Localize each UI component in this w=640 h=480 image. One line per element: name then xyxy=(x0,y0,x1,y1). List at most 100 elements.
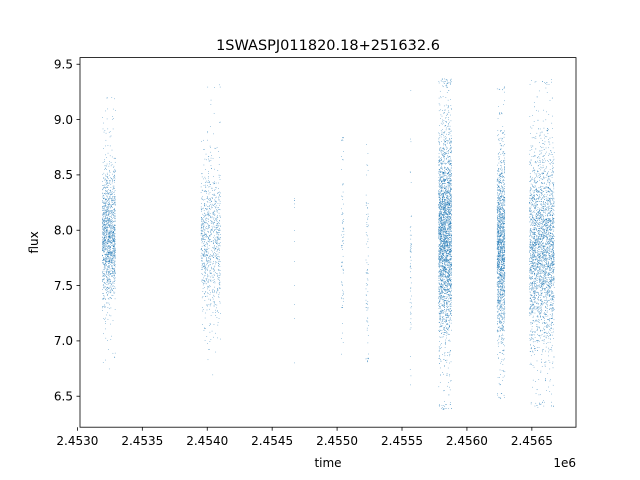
data-point xyxy=(210,261,212,263)
data-point xyxy=(451,140,452,142)
data-point xyxy=(112,275,114,276)
data-point xyxy=(204,255,205,257)
data-point xyxy=(448,311,450,312)
data-point xyxy=(208,281,209,283)
data-point xyxy=(450,271,452,273)
data-point xyxy=(105,220,107,222)
data-point xyxy=(447,195,449,197)
data-point xyxy=(448,168,449,170)
data-point xyxy=(207,230,209,232)
data-point xyxy=(209,349,210,350)
data-point xyxy=(208,199,209,200)
data-point xyxy=(439,286,441,287)
data-point xyxy=(439,329,441,331)
data-point xyxy=(342,183,344,185)
data-point xyxy=(111,260,113,261)
data-point xyxy=(110,254,111,256)
data-point xyxy=(109,211,110,212)
data-point xyxy=(203,217,205,218)
data-point xyxy=(219,270,221,271)
data-point xyxy=(450,266,451,268)
data-point xyxy=(342,220,343,222)
data-point xyxy=(111,288,112,289)
data-point xyxy=(208,237,209,239)
data-point xyxy=(103,195,105,197)
data-point xyxy=(207,242,208,244)
data-point xyxy=(105,244,106,245)
data-point xyxy=(106,212,107,213)
data-point xyxy=(341,298,343,300)
data-point xyxy=(443,238,445,240)
data-point xyxy=(442,253,443,254)
data-point xyxy=(108,276,110,278)
data-point xyxy=(110,227,111,228)
data-point xyxy=(219,229,221,231)
data-point xyxy=(449,340,451,342)
data-point xyxy=(105,232,107,233)
data-point xyxy=(209,184,211,185)
data-point xyxy=(113,254,115,256)
data-point xyxy=(446,235,448,237)
data-point xyxy=(219,220,221,222)
data-point xyxy=(107,292,109,294)
data-point xyxy=(213,231,214,233)
data-point xyxy=(365,232,367,233)
data-point xyxy=(446,306,447,307)
data-point xyxy=(109,226,110,228)
data-point xyxy=(341,139,343,141)
data-point xyxy=(105,267,106,269)
data-point xyxy=(107,256,108,257)
data-point xyxy=(109,265,110,267)
data-point xyxy=(443,248,445,249)
data-point xyxy=(201,197,202,199)
data-point xyxy=(448,216,450,217)
data-point xyxy=(438,171,440,172)
data-point xyxy=(218,252,220,254)
data-point xyxy=(439,247,440,249)
data-point xyxy=(105,323,106,324)
data-point xyxy=(202,235,204,236)
data-point xyxy=(410,313,412,315)
data-point xyxy=(111,236,113,237)
data-point xyxy=(447,219,449,221)
data-point xyxy=(447,182,448,184)
data-point xyxy=(445,314,446,316)
data-point xyxy=(111,273,112,274)
data-point xyxy=(107,238,109,240)
data-point xyxy=(441,245,442,247)
data-point xyxy=(450,169,452,171)
data-point xyxy=(451,408,452,409)
data-point xyxy=(447,155,448,156)
data-point xyxy=(451,188,452,190)
data-point xyxy=(114,213,116,215)
data-point xyxy=(440,294,441,296)
data-point xyxy=(114,269,116,271)
data-point xyxy=(448,226,449,227)
data-point xyxy=(110,268,112,269)
data-point xyxy=(438,288,440,290)
data-point xyxy=(447,152,449,154)
data-point xyxy=(442,258,444,260)
data-point xyxy=(114,191,115,193)
data-point xyxy=(201,233,202,234)
data-point xyxy=(443,231,444,232)
data-point xyxy=(102,229,104,230)
data-point xyxy=(442,269,444,270)
data-point xyxy=(105,262,106,264)
data-point xyxy=(294,304,295,305)
data-point xyxy=(214,248,216,249)
data-point xyxy=(216,218,217,220)
data-point xyxy=(449,245,450,247)
data-point xyxy=(213,246,215,248)
data-point xyxy=(202,309,204,310)
data-point xyxy=(213,247,214,249)
data-point xyxy=(410,90,412,92)
data-point xyxy=(446,197,448,198)
data-point xyxy=(111,284,113,286)
data-point xyxy=(447,182,448,183)
data-point xyxy=(343,228,344,230)
data-point xyxy=(410,311,411,313)
data-point xyxy=(445,202,446,204)
data-point xyxy=(112,179,113,180)
data-point xyxy=(213,275,215,276)
